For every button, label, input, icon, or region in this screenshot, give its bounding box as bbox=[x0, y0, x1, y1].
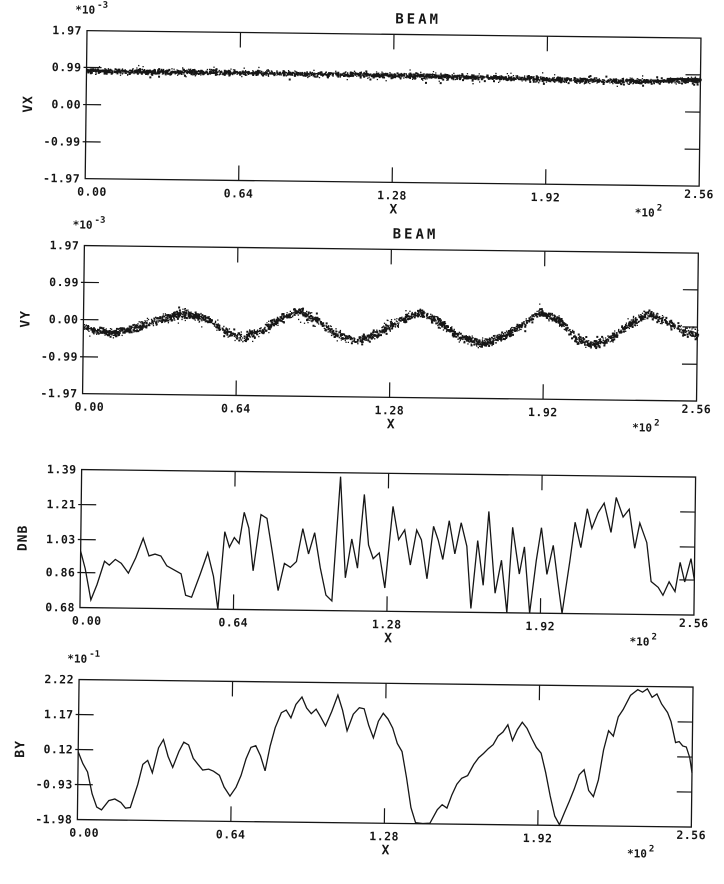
x-axis-label: X bbox=[382, 843, 391, 858]
x-tick-mark bbox=[545, 36, 549, 185]
x-tick-mark bbox=[539, 475, 543, 614]
y-tick-mark bbox=[80, 281, 698, 291]
y-tick-label: 0.99 bbox=[52, 60, 82, 74]
x-tick-label: 0.64 bbox=[224, 186, 254, 200]
y-tick-label: 1.21 bbox=[46, 497, 76, 511]
x-tick-label: 0.64 bbox=[216, 827, 246, 841]
y-axis-label: DNB bbox=[16, 525, 31, 552]
plot-frame bbox=[84, 29, 702, 187]
y-tick-label: -1.98 bbox=[35, 812, 72, 826]
x-tick-label: 0.00 bbox=[74, 399, 104, 413]
y-tick-label: 0.86 bbox=[46, 565, 76, 579]
x-tick-label: 2.56 bbox=[676, 828, 706, 842]
y-tick-label: 0.00 bbox=[51, 97, 81, 111]
x-tick-mark bbox=[388, 249, 392, 398]
x-tick-label: 2.56 bbox=[679, 616, 709, 630]
panel-title: BEAM bbox=[393, 226, 439, 243]
y-tick-label: 2.22 bbox=[44, 672, 74, 686]
data-line bbox=[80, 476, 695, 614]
y-tick-label: 1.97 bbox=[50, 238, 80, 252]
x-scale-label: *10 2 bbox=[627, 844, 654, 860]
x-tick-mark bbox=[230, 681, 234, 822]
x-tick-mark bbox=[386, 473, 390, 612]
y-tick-mark bbox=[77, 538, 695, 548]
x-tick-mark bbox=[391, 34, 395, 183]
y-axis-label: VY bbox=[18, 310, 33, 328]
x-tick-mark bbox=[383, 683, 387, 824]
y-scale-label: *10 -3 bbox=[75, 0, 108, 16]
y-tick-mark bbox=[82, 141, 700, 150]
scatter-points bbox=[86, 64, 702, 88]
panel-by: 0.00 0.64 1.28 1.92 2.56 2.22 1.17 0.12 -0.93 -1.… bbox=[13, 649, 706, 861]
scatter-points bbox=[83, 303, 700, 350]
x-tick-label: 0.00 bbox=[69, 825, 99, 839]
x-tick-label: 0.64 bbox=[221, 401, 251, 415]
x-scale-label: *10 2 bbox=[632, 418, 659, 434]
y-tick-label: 0.00 bbox=[49, 312, 79, 326]
y-tick-label: 0.68 bbox=[45, 600, 75, 614]
x-tick-label: 1.92 bbox=[528, 405, 558, 419]
x-tick-label: 0.64 bbox=[218, 615, 248, 629]
x-tick-mark bbox=[235, 247, 239, 396]
y-tick-label: -0.99 bbox=[41, 349, 78, 363]
x-tick-label: 1.28 bbox=[372, 617, 402, 631]
y-tick-mark bbox=[80, 356, 697, 365]
y-tick-mark bbox=[83, 66, 701, 76]
x-axis-label: X bbox=[384, 631, 393, 646]
panel-title: BEAM bbox=[395, 11, 441, 28]
y-tick-label: -1.97 bbox=[43, 171, 80, 185]
y-tick-mark bbox=[75, 713, 693, 723]
x-tick-label: 1.28 bbox=[377, 188, 407, 202]
x-tick-label: 1.92 bbox=[523, 831, 553, 845]
panel-dnb: 0.00 0.64 1.28 1.92 2.56 1.39 1.21 1.03 0.86 0.68… bbox=[16, 462, 709, 648]
x-tick-label: 1.92 bbox=[531, 190, 561, 204]
y-tick-mark bbox=[83, 103, 701, 113]
x-tick-mark bbox=[238, 32, 242, 181]
y-tick-label: -0.93 bbox=[36, 777, 73, 791]
y-scale-label: *10 -1 bbox=[67, 649, 100, 665]
y-tick-label: 1.03 bbox=[46, 532, 76, 546]
y-tick-label: 1.97 bbox=[52, 23, 82, 37]
y-tick-label: -1.97 bbox=[40, 386, 77, 400]
y-tick-mark bbox=[74, 783, 692, 793]
y-scale-label: *10 -3 bbox=[73, 215, 106, 231]
x-tick-label: 2.56 bbox=[684, 187, 714, 201]
plot-frame bbox=[79, 468, 697, 616]
panel-vx: 0.00 0.64 1.28 1.92 2.56 1.97 0.99 0.00 -0.99 -1.… bbox=[21, 0, 714, 220]
x-tick-mark bbox=[537, 685, 541, 826]
x-axis-label: X bbox=[387, 417, 396, 432]
y-tick-label: -0.99 bbox=[43, 134, 80, 148]
x-tick-label: 0.00 bbox=[77, 185, 107, 199]
x-scale-label: *10 2 bbox=[635, 203, 662, 219]
y-axis-label: VX bbox=[21, 95, 36, 113]
x-tick-label: 1.28 bbox=[374, 403, 404, 417]
x-tick-label: 1.92 bbox=[525, 619, 555, 633]
x-scale-label: *10 2 bbox=[629, 632, 656, 648]
x-tick-label: 0.00 bbox=[72, 613, 102, 627]
data-line bbox=[77, 687, 693, 827]
y-tick-label: 0.12 bbox=[43, 742, 73, 756]
panel-vy: 0.00 0.64 1.28 1.92 2.56 1.97 0.99 0.00 -0.99 -1.… bbox=[18, 215, 711, 435]
y-axis-label: BY bbox=[13, 740, 28, 758]
y-tick-label: 1.17 bbox=[44, 707, 74, 721]
x-tick-label: 2.56 bbox=[681, 402, 711, 416]
x-tick-label: 1.28 bbox=[369, 829, 399, 843]
x-tick-mark bbox=[542, 251, 546, 400]
x-tick-mark bbox=[232, 471, 236, 610]
y-tick-mark bbox=[78, 503, 696, 513]
y-tick-label: 0.99 bbox=[49, 275, 79, 289]
plot-frame bbox=[76, 678, 694, 828]
y-tick-label: 1.39 bbox=[47, 462, 77, 476]
y-tick-mark bbox=[80, 318, 698, 328]
x-axis-label: X bbox=[389, 202, 398, 217]
